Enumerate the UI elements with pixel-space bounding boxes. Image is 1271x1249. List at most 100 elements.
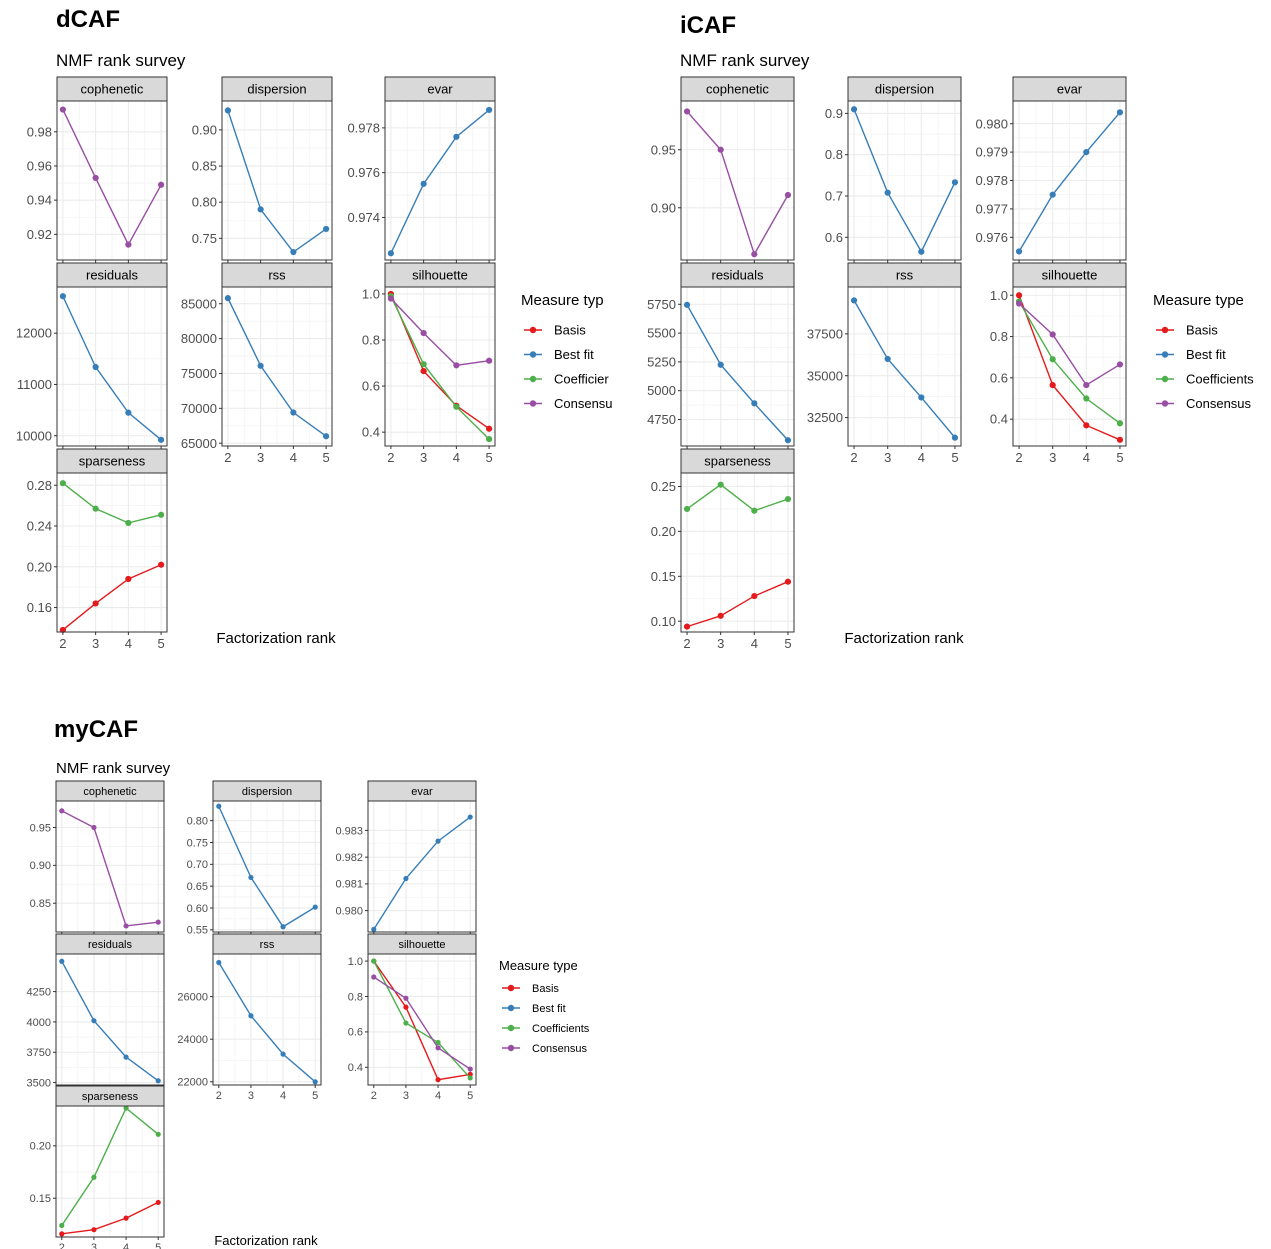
legend-key-point [507, 984, 515, 992]
y-tick-label: 0.95 [30, 822, 51, 834]
data-point [158, 561, 165, 568]
y-tick-label: 4750 [647, 412, 676, 427]
data-point [248, 874, 254, 881]
y-tick-label: 0.70 [187, 859, 208, 871]
data-point [1015, 248, 1023, 255]
legend-item-label: Coefficients [1186, 372, 1254, 387]
data-point [155, 919, 161, 925]
data-point [751, 251, 758, 258]
y-tick-label: 0.55 [187, 925, 208, 937]
data-point [1049, 331, 1056, 338]
panel-strip-label: rss [260, 939, 275, 951]
panel-sparseness: sparseness 0.15 0.20 2 3 4 5 [30, 1085, 165, 1249]
panel-rss: rss 65000 70000 75000 80000 85000 2 3 4 5 [181, 262, 333, 465]
data-point [751, 400, 758, 407]
y-tick-label: 0.90 [30, 860, 51, 872]
y-tick-label: 0.85 [192, 159, 217, 174]
y-tick-label: 0.25 [651, 479, 676, 494]
legend-item-label: Best fit [532, 1003, 566, 1015]
data-point [224, 295, 231, 302]
panel-strip-label: sparseness [704, 454, 771, 469]
data-point [91, 1227, 97, 1233]
data-point [158, 181, 165, 188]
data-point [91, 1018, 97, 1024]
data-point [59, 808, 65, 814]
legend-title: Measure type [499, 958, 578, 973]
data-point [918, 394, 925, 401]
data-point [951, 434, 959, 441]
y-tick-label: 4000 [27, 1017, 51, 1029]
y-tick-label: 3750 [27, 1047, 51, 1059]
data-point [850, 297, 858, 304]
data-point [257, 362, 264, 369]
y-tick-label: 5000 [647, 383, 676, 398]
data-point [1049, 191, 1056, 198]
series-line-best-fit [61, 960, 159, 1082]
data-point [158, 436, 165, 443]
chart-subtitle: NMF rank survey [56, 51, 186, 70]
panel-strip [56, 448, 168, 474]
y-tick-label: 24000 [177, 1034, 208, 1046]
panel-border [56, 100, 168, 261]
x-tick-label: 5 [951, 450, 958, 465]
data-point [751, 507, 758, 514]
panel-strip-label: evar [427, 82, 453, 97]
panel-residuals: residuals1000011000120002345 [16, 262, 168, 465]
data-point [59, 958, 65, 964]
legend-item-label: Best fit [554, 347, 594, 362]
y-tick-label: 0.15 [651, 569, 676, 584]
legend-key-point [1161, 375, 1169, 383]
legend-key-point [529, 375, 537, 383]
x-tick-label: 2 [59, 1242, 65, 1249]
panel-border [221, 286, 333, 447]
panel-strip [221, 76, 333, 102]
legend-item-basis: Basis [524, 323, 586, 338]
data-point [1083, 422, 1090, 429]
panel-border [55, 800, 165, 933]
y-tick-label: 0.94 [27, 193, 52, 208]
chart-subtitle: NMF rank survey [56, 760, 171, 777]
data-point [435, 1039, 441, 1046]
data-point [683, 301, 691, 308]
y-tick-label: 1.0 [990, 288, 1008, 303]
panel-strip [847, 76, 962, 102]
panel-strip [56, 262, 168, 288]
x-tick-label: 2 [59, 636, 66, 651]
panel-border [212, 800, 322, 933]
data-point [92, 600, 99, 607]
panel-strip [56, 76, 168, 102]
y-tick-label: 0.982 [335, 852, 363, 864]
chart-title: iCAF [680, 12, 736, 39]
data-point [323, 433, 330, 440]
data-point [1083, 395, 1090, 402]
y-tick-label: 0.96 [27, 159, 52, 174]
chart-dcaf: dCAF NMF rank survey Factorization rank cop… [16, 6, 613, 651]
data-point [467, 1075, 473, 1081]
panel-border [384, 100, 496, 261]
data-point [1116, 436, 1124, 443]
data-point [717, 481, 724, 488]
panel-border [367, 953, 477, 1086]
legend-key-point [1161, 400, 1169, 407]
data-point [224, 107, 231, 114]
panel-strip [847, 262, 962, 288]
data-point [92, 174, 99, 182]
data-point [435, 1077, 441, 1083]
data-point [125, 241, 132, 248]
legend-item-consensus: Consensus [1156, 396, 1252, 411]
y-tick-label: 0.976 [347, 165, 380, 180]
data-point [123, 1215, 129, 1221]
y-tick-label: 10000 [16, 428, 52, 443]
data-point [717, 146, 724, 153]
data-point [123, 1054, 129, 1060]
panel-border [55, 953, 165, 1086]
x-tick-label: 5 [1116, 450, 1123, 465]
data-point [486, 106, 493, 114]
y-tick-label: 85000 [181, 296, 217, 311]
data-point [1083, 149, 1090, 156]
legend-title: Measure typ [521, 292, 604, 309]
series-line-consensus [62, 109, 162, 247]
panel-strip [680, 448, 795, 474]
